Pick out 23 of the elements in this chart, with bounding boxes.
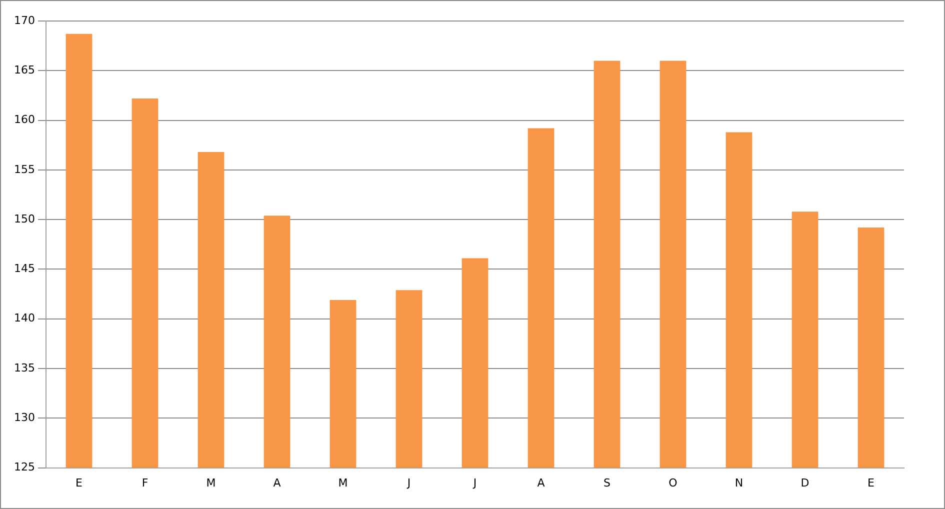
y-tick-label: 140 — [14, 312, 35, 325]
y-tick-label: 130 — [14, 411, 35, 424]
y-tick-label: 135 — [14, 361, 35, 374]
y-tick-label: 160 — [14, 113, 35, 126]
x-tick-label: E — [868, 476, 875, 490]
x-tick-label: M — [206, 476, 216, 490]
x-tick-label: D — [800, 476, 810, 490]
x-tick-label: A — [537, 476, 546, 490]
x-tick-label: N — [734, 476, 744, 490]
x-tick-label: M — [338, 476, 348, 490]
x-tick-label: S — [604, 476, 611, 490]
x-tick-label: F — [142, 476, 148, 490]
x-tick-label: A — [273, 476, 282, 490]
y-tick-label: 170 — [14, 14, 35, 27]
y-tick-label: 150 — [14, 212, 35, 226]
y-tick-label: 125 — [14, 460, 35, 474]
y-tick-label: 165 — [14, 64, 35, 77]
x-tick-label: O — [668, 476, 678, 490]
y-tick-label: 145 — [14, 262, 35, 276]
x-tick-label: E — [76, 476, 83, 490]
x-tick-label: J — [472, 476, 477, 490]
y-tick-label: 155 — [14, 162, 35, 176]
x-tick-label: J — [406, 476, 411, 490]
